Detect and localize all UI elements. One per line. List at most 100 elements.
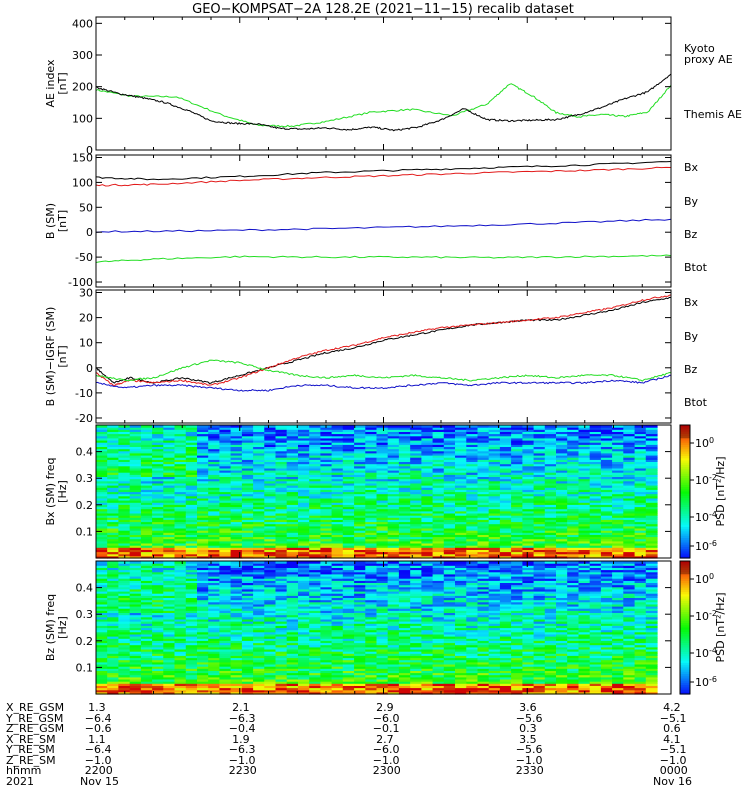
spectrogram-cell xyxy=(466,540,479,544)
spectrogram-cell xyxy=(634,495,647,499)
spectrogram-cell xyxy=(241,435,254,439)
spectrogram-cell xyxy=(96,448,108,452)
spectrogram-cell xyxy=(264,586,277,590)
spectrogram-cell xyxy=(376,457,389,460)
spectrogram-cell xyxy=(511,508,523,512)
spectrogram-cell xyxy=(208,502,220,505)
spectrogram-cell xyxy=(264,513,277,516)
spectrogram-cell xyxy=(96,538,108,542)
spectrogram-cell xyxy=(567,517,579,520)
spectrogram-cell xyxy=(118,513,131,516)
spectrogram-cell xyxy=(612,551,624,555)
spectrogram-cell xyxy=(275,528,288,531)
spectrogram-cell xyxy=(230,435,243,439)
spectrogram-cell xyxy=(499,459,512,462)
spectrogram-cell xyxy=(208,659,220,663)
spectrogram-cell xyxy=(174,597,187,601)
spectrogram-cell xyxy=(219,580,232,583)
spectrogram-cell xyxy=(600,467,613,471)
spectrogram-cell xyxy=(185,478,198,482)
spectrogram-cell xyxy=(365,569,378,573)
spectrogram-cell xyxy=(140,629,153,633)
spectrogram-cell xyxy=(612,510,624,514)
spectrogram-cell xyxy=(342,472,355,475)
spectrogram-cell xyxy=(107,506,119,510)
spectrogram-cell xyxy=(298,549,310,553)
spectrogram-cell xyxy=(208,618,220,622)
spectrogram-cell xyxy=(320,674,333,678)
spectrogram-cell xyxy=(140,582,153,586)
spectrogram-cell xyxy=(376,482,389,486)
spectrogram-cell xyxy=(600,506,613,510)
spectrogram-cell xyxy=(589,472,602,475)
spectrogram-cell xyxy=(286,569,299,573)
spectrogram-cell xyxy=(320,608,333,611)
spectrogram-cell xyxy=(107,661,119,665)
spectrogram-cell xyxy=(241,500,254,503)
spectrogram-cell xyxy=(140,547,153,550)
spectrogram-cell xyxy=(455,553,467,557)
legend-bz: Bz xyxy=(684,363,698,376)
spectrogram-cell xyxy=(140,616,153,620)
spectrogram-cell xyxy=(398,461,411,465)
spectrogram-cell xyxy=(230,545,243,548)
spectrogram-cell xyxy=(533,444,546,447)
spectrogram-cell xyxy=(230,463,243,467)
spectrogram-cell xyxy=(421,427,434,430)
spectrogram-cell xyxy=(320,623,333,626)
spectrogram-cell xyxy=(152,668,164,671)
spectrogram-cell xyxy=(298,515,310,518)
spectrogram-cell xyxy=(219,549,232,553)
spectrogram-cell xyxy=(185,470,198,473)
spectrogram-cell xyxy=(96,525,108,529)
spectrogram-cell xyxy=(185,553,198,557)
spectrogram-cell xyxy=(466,446,479,450)
spectrogram-cell xyxy=(354,591,366,594)
spectrogram-cell xyxy=(342,485,355,488)
spectrogram-cell xyxy=(634,459,647,462)
spectrogram-cell xyxy=(275,452,288,456)
spectrogram-cell xyxy=(96,655,108,659)
spectrogram-cell xyxy=(331,606,344,609)
spectrogram-cell xyxy=(118,659,131,663)
spectrogram-cell xyxy=(533,476,546,480)
spectrogram-cell xyxy=(129,450,142,454)
spectrogram-cell xyxy=(140,465,153,469)
spectrogram-cell xyxy=(600,427,613,430)
spectrogram-cell xyxy=(556,431,568,435)
spectrogram-cell xyxy=(477,495,490,499)
spectrogram-cell xyxy=(320,668,333,671)
spectrogram-cell xyxy=(432,500,445,503)
spectrogram-cell xyxy=(354,586,366,590)
spectrogram-cell xyxy=(342,623,355,626)
spectrogram-cell xyxy=(477,532,490,535)
spectrogram-cell xyxy=(477,517,490,520)
spectrogram-cell xyxy=(432,528,445,531)
spectrogram-cell xyxy=(140,532,153,535)
spectrogram-cell xyxy=(544,467,557,471)
spectrogram-cell xyxy=(275,638,288,641)
spectrogram-cell xyxy=(253,472,265,475)
spectrogram-cell xyxy=(511,446,523,450)
spectrogram-cell xyxy=(623,485,636,488)
spectrogram-cell xyxy=(354,474,366,477)
spectrogram-cell xyxy=(197,625,209,629)
spectrogram-cell xyxy=(488,547,501,550)
spectrogram-cell xyxy=(152,614,164,618)
spectrogram-cell xyxy=(365,482,378,486)
spectrogram-cell xyxy=(275,683,288,686)
spectrogram-cell xyxy=(185,621,198,624)
spectrogram-cell xyxy=(230,510,243,514)
spectrogram-cell xyxy=(398,555,411,559)
spectrogram-cell xyxy=(365,606,378,609)
y-tick-label: 100 xyxy=(72,176,93,189)
spectrogram-cell xyxy=(320,651,333,654)
spectrogram-cell xyxy=(208,532,220,535)
spectrogram-cell xyxy=(275,508,288,512)
spectrogram-cell xyxy=(331,502,344,505)
spectrogram-cell xyxy=(163,515,176,518)
spectrogram-cell xyxy=(522,543,535,546)
spectrogram-cell xyxy=(275,431,288,435)
spectrogram-cell xyxy=(118,536,131,540)
spectrogram-cell xyxy=(152,437,164,441)
